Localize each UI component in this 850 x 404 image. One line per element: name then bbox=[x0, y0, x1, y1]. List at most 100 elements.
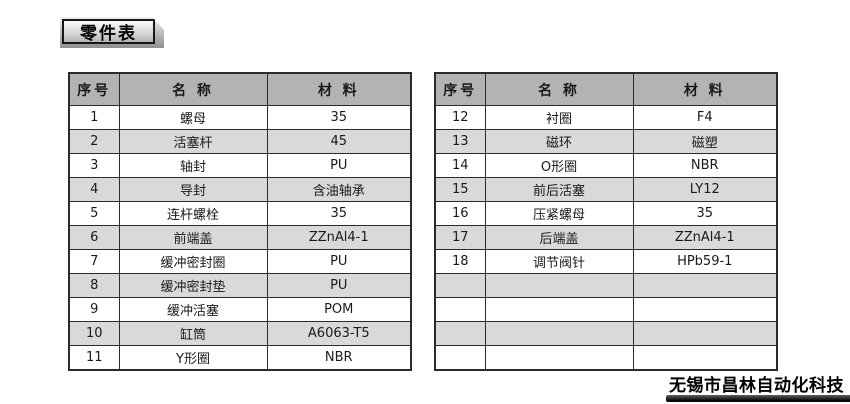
cell-name: 缓冲活塞 bbox=[118, 297, 268, 322]
cell-material: ZZnAl4-1 bbox=[632, 225, 778, 250]
table-header: 序号名 称材 料 bbox=[68, 72, 412, 106]
cell-name: 磁环 bbox=[484, 129, 634, 154]
cell-no: 6 bbox=[68, 225, 120, 250]
column-header: 材 料 bbox=[266, 72, 412, 106]
cell-name: O形圈 bbox=[484, 153, 634, 178]
cell-name bbox=[484, 297, 634, 322]
column-header: 名 称 bbox=[484, 72, 634, 106]
cell-no: 2 bbox=[68, 129, 120, 154]
cell-no: 13 bbox=[434, 129, 486, 154]
cell-name: 调节阀针 bbox=[484, 249, 634, 274]
cell-no: 8 bbox=[68, 273, 120, 298]
cell-no: 11 bbox=[68, 345, 120, 371]
cell-material: LY12 bbox=[632, 177, 778, 202]
cell-no: 10 bbox=[68, 321, 120, 346]
table-header: 序号名 称材 料 bbox=[434, 72, 778, 106]
cell-name bbox=[484, 345, 634, 371]
cell-no bbox=[434, 273, 486, 298]
cell-no: 17 bbox=[434, 225, 486, 250]
parts-table-left: 序号名 称材 料 1 螺母 35 2 活塞杆 45 3 轴封 PU 4 导封 含油轴承 5 连杆螺栓 35 6… bbox=[68, 72, 412, 371]
cell-name: 缓冲密封垫 bbox=[118, 273, 268, 298]
page-title-box: 零件表 bbox=[60, 17, 164, 48]
cell-material: PU bbox=[266, 249, 412, 274]
table-row: 16 压紧螺母 35 bbox=[434, 201, 778, 226]
cell-no: 1 bbox=[68, 105, 120, 130]
cell-name: 前端盖 bbox=[118, 225, 268, 250]
cell-no: 7 bbox=[68, 249, 120, 274]
cell-no: 12 bbox=[434, 105, 486, 130]
cell-material: 35 bbox=[266, 201, 412, 226]
table-row: 14 O形圈 NBR bbox=[434, 153, 778, 178]
cell-no bbox=[434, 345, 486, 371]
cell-material: NBR bbox=[266, 345, 412, 371]
table-row: 7 缓冲密封圈 PU bbox=[68, 249, 412, 274]
company-watermark: 无锡市昌林自动化科技 bbox=[669, 376, 844, 396]
cell-name: 轴封 bbox=[118, 153, 268, 178]
cell-name: 螺母 bbox=[118, 105, 268, 130]
table-row: 2 活塞杆 45 bbox=[68, 129, 412, 154]
table-row: 15 前后活塞 LY12 bbox=[434, 177, 778, 202]
watermark-bar bbox=[666, 395, 850, 402]
table-row bbox=[434, 297, 778, 322]
cell-no: 5 bbox=[68, 201, 120, 226]
cell-name: 活塞杆 bbox=[118, 129, 268, 154]
cell-name bbox=[484, 273, 634, 298]
cell-name: 前后活塞 bbox=[484, 177, 634, 202]
cell-name: 缓冲密封圈 bbox=[118, 249, 268, 274]
cell-name: Y形圈 bbox=[118, 345, 268, 371]
table-row: 12 衬圈 F4 bbox=[434, 105, 778, 130]
cell-material: NBR bbox=[632, 153, 778, 178]
column-header: 材 料 bbox=[632, 72, 778, 106]
cell-material bbox=[632, 273, 778, 298]
cell-no bbox=[434, 321, 486, 346]
cell-name: 缸筒 bbox=[118, 321, 268, 346]
cell-name bbox=[484, 321, 634, 346]
cell-no: 15 bbox=[434, 177, 486, 202]
cell-material: PU bbox=[266, 153, 412, 178]
cell-no: 4 bbox=[68, 177, 120, 202]
cell-material: 含油轴承 bbox=[266, 177, 412, 202]
column-header: 名 称 bbox=[118, 72, 268, 106]
table-row: 6 前端盖 ZZnAl4-1 bbox=[68, 225, 412, 250]
cell-no: 14 bbox=[434, 153, 486, 178]
cell-material: ZZnAl4-1 bbox=[266, 225, 412, 250]
table-row: 4 导封 含油轴承 bbox=[68, 177, 412, 202]
cell-material bbox=[632, 297, 778, 322]
cell-material: POM bbox=[266, 297, 412, 322]
table-row: 1 螺母 35 bbox=[68, 105, 412, 130]
cell-material: F4 bbox=[632, 105, 778, 130]
cell-no: 16 bbox=[434, 201, 486, 226]
table-row bbox=[434, 345, 778, 371]
cell-name: 压紧螺母 bbox=[484, 201, 634, 226]
cell-material: HPb59-1 bbox=[632, 249, 778, 274]
cell-material: PU bbox=[266, 273, 412, 298]
table-row: 9 缓冲活塞 POM bbox=[68, 297, 412, 322]
table-row: 18 调节阀针 HPb59-1 bbox=[434, 249, 778, 274]
table-row: 5 连杆螺栓 35 bbox=[68, 201, 412, 226]
column-header: 序号 bbox=[68, 72, 120, 106]
table-row: 13 磁环 磁塑 bbox=[434, 129, 778, 154]
cell-name: 连杆螺栓 bbox=[118, 201, 268, 226]
cell-name: 后端盖 bbox=[484, 225, 634, 250]
parts-table-right: 序号名 称材 料 12 衬圈 F4 13 磁环 磁塑 14 O形圈 NBR 15 前后活塞 LY12 1… bbox=[434, 72, 778, 371]
cell-material: 35 bbox=[632, 201, 778, 226]
cell-material: 45 bbox=[266, 129, 412, 154]
table-row bbox=[434, 321, 778, 346]
table-row: 17 后端盖 ZZnAl4-1 bbox=[434, 225, 778, 250]
cell-no: 18 bbox=[434, 249, 486, 274]
column-header: 序号 bbox=[434, 72, 486, 106]
cell-material: A6063-T5 bbox=[266, 321, 412, 346]
table-row: 8 缓冲密封垫 PU bbox=[68, 273, 412, 298]
cell-no: 3 bbox=[68, 153, 120, 178]
cell-no bbox=[434, 297, 486, 322]
table-row: 3 轴封 PU bbox=[68, 153, 412, 178]
page-title: 零件表 bbox=[62, 19, 155, 44]
cell-material: 磁塑 bbox=[632, 129, 778, 154]
cell-material: 35 bbox=[266, 105, 412, 130]
cell-no: 9 bbox=[68, 297, 120, 322]
table-row: 10 缸筒 A6063-T5 bbox=[68, 321, 412, 346]
cell-material bbox=[632, 345, 778, 371]
cell-name: 导封 bbox=[118, 177, 268, 202]
table-row: 11 Y形圈 NBR bbox=[68, 345, 412, 371]
cell-material bbox=[632, 321, 778, 346]
